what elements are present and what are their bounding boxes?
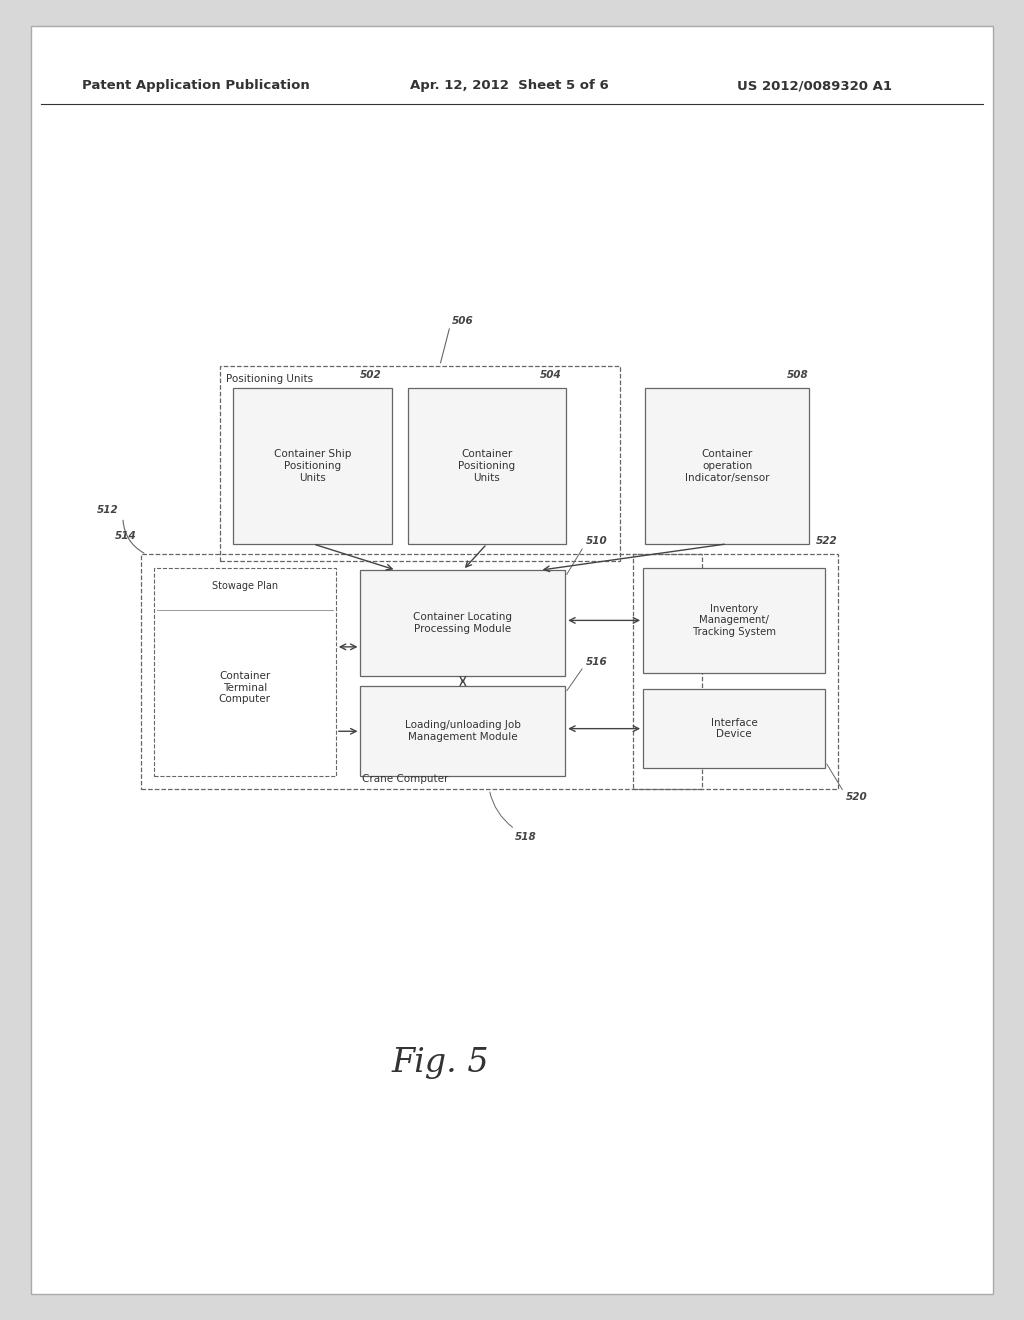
Text: 506: 506 [453, 315, 474, 326]
Text: Container
operation
Indicator/sensor: Container operation Indicator/sensor [685, 449, 769, 483]
Text: US 2012/0089320 A1: US 2012/0089320 A1 [737, 79, 892, 92]
Text: Positioning Units: Positioning Units [226, 374, 313, 384]
Text: 504: 504 [540, 370, 561, 380]
Text: Container Ship
Positioning
Units: Container Ship Positioning Units [274, 449, 351, 483]
Text: 512: 512 [97, 504, 119, 515]
Text: Container
Terminal
Computer: Container Terminal Computer [219, 671, 270, 705]
Bar [220, 366, 620, 561]
Text: Fig. 5: Fig. 5 [391, 1047, 489, 1078]
Bar [643, 568, 825, 673]
FancyBboxPatch shape [31, 26, 993, 1294]
Text: Crane Computer: Crane Computer [362, 774, 449, 784]
Bar [633, 554, 838, 789]
Text: 516: 516 [586, 656, 607, 667]
Bar [360, 686, 565, 776]
Text: 514: 514 [115, 531, 136, 541]
Text: Apr. 12, 2012  Sheet 5 of 6: Apr. 12, 2012 Sheet 5 of 6 [410, 79, 608, 92]
Text: 520: 520 [846, 792, 867, 803]
Bar [645, 388, 809, 544]
Bar [233, 388, 392, 544]
Text: Inventory
Management/
Tracking System: Inventory Management/ Tracking System [692, 603, 776, 638]
Text: Container Locating
Processing Module: Container Locating Processing Module [414, 612, 512, 634]
Text: Loading/unloading Job
Management Module: Loading/unloading Job Management Module [404, 721, 521, 742]
Text: 518: 518 [515, 832, 537, 842]
Bar [643, 689, 825, 768]
Bar [141, 554, 702, 789]
Bar [360, 570, 565, 676]
Text: Patent Application Publication: Patent Application Publication [82, 79, 309, 92]
Text: 502: 502 [360, 370, 382, 380]
Text: Container
Positioning
Units: Container Positioning Units [459, 449, 515, 483]
Bar [154, 568, 336, 776]
Text: 508: 508 [787, 370, 809, 380]
Bar [408, 388, 566, 544]
Text: Interface
Device: Interface Device [711, 718, 758, 739]
Text: 522: 522 [816, 536, 838, 546]
Text: Stowage Plan: Stowage Plan [212, 581, 278, 591]
Text: 510: 510 [586, 536, 607, 546]
